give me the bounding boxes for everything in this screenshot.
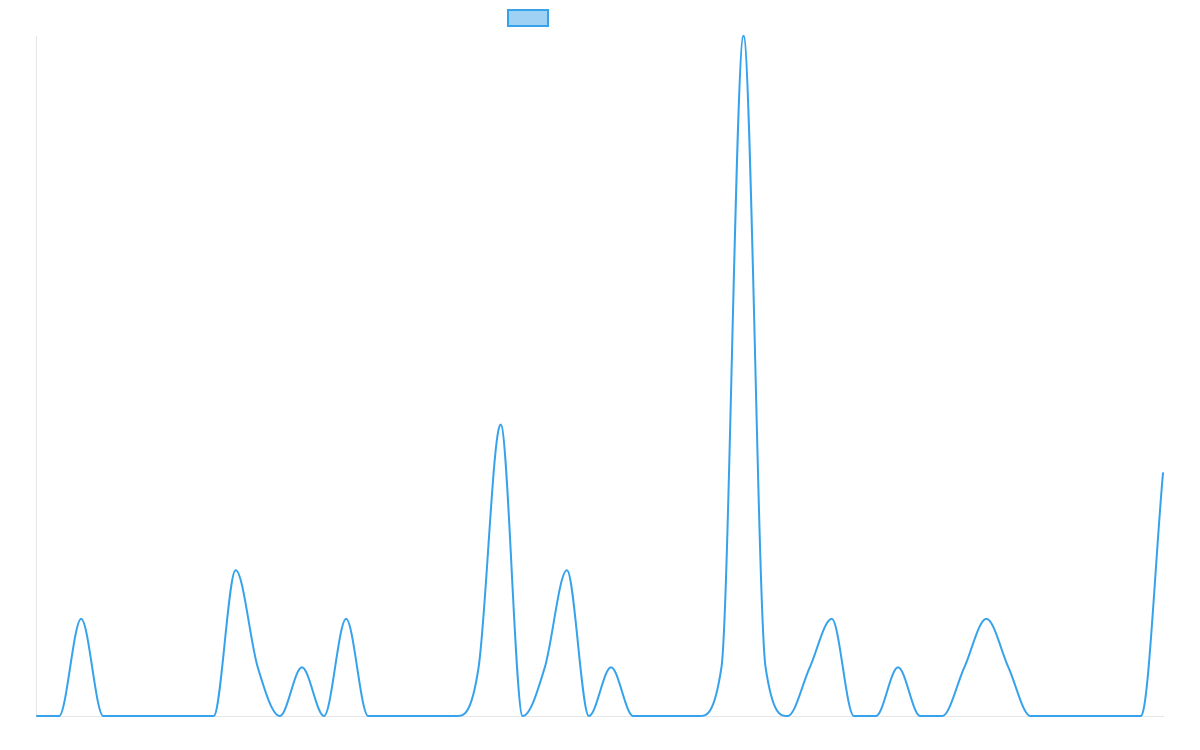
data-point[interactable]	[785, 713, 791, 719]
data-point[interactable]	[100, 713, 106, 719]
data-point[interactable]	[277, 713, 283, 719]
data-point[interactable]	[1094, 713, 1100, 719]
data-point[interactable]	[1005, 664, 1011, 670]
data-point[interactable]	[608, 664, 614, 670]
data-point[interactable]	[189, 713, 195, 719]
data-point[interactable]	[365, 713, 371, 719]
data-point[interactable]	[1050, 713, 1056, 719]
data-point[interactable]	[586, 713, 592, 719]
data-point[interactable]	[520, 713, 526, 719]
legend[interactable]	[507, 9, 549, 27]
data-point[interactable]	[387, 713, 393, 719]
data-point[interactable]	[895, 664, 901, 670]
data-point[interactable]	[343, 616, 349, 622]
data-point[interactable]	[763, 664, 769, 670]
data-point[interactable]	[741, 33, 747, 39]
data-point[interactable]	[1160, 470, 1166, 476]
data-point[interactable]	[1138, 713, 1144, 719]
series-group	[36, 35, 1164, 717]
data-point[interactable]	[873, 713, 879, 719]
data-point[interactable]	[233, 567, 239, 573]
legend-swatch[interactable]	[507, 9, 549, 27]
data-point[interactable]	[652, 713, 658, 719]
data-points	[34, 33, 1166, 719]
data-point[interactable]	[476, 664, 482, 670]
data-point[interactable]	[255, 664, 261, 670]
data-point[interactable]	[144, 713, 150, 719]
data-point[interactable]	[431, 713, 437, 719]
data-point[interactable]	[1072, 713, 1078, 719]
data-point[interactable]	[961, 664, 967, 670]
data-point[interactable]	[56, 713, 62, 719]
data-point[interactable]	[211, 713, 217, 719]
data-point[interactable]	[807, 664, 813, 670]
data-point[interactable]	[78, 616, 84, 622]
data-point[interactable]	[939, 713, 945, 719]
data-point[interactable]	[498, 422, 504, 428]
data-point[interactable]	[122, 713, 128, 719]
data-point[interactable]	[321, 713, 327, 719]
data-point[interactable]	[34, 713, 40, 719]
data-point[interactable]	[851, 713, 857, 719]
data-point[interactable]	[983, 616, 989, 622]
data-point[interactable]	[674, 713, 680, 719]
data-point[interactable]	[1028, 713, 1034, 719]
data-point[interactable]	[1116, 713, 1122, 719]
data-point[interactable]	[299, 664, 305, 670]
data-point[interactable]	[166, 713, 172, 719]
data-point[interactable]	[917, 713, 923, 719]
data-point[interactable]	[542, 664, 548, 670]
data-point[interactable]	[630, 713, 636, 719]
data-point[interactable]	[829, 616, 835, 622]
data-point[interactable]	[564, 567, 570, 573]
series-line-0	[36, 35, 1164, 717]
data-point[interactable]	[718, 664, 724, 670]
data-point[interactable]	[696, 713, 702, 719]
data-point[interactable]	[453, 713, 459, 719]
data-point[interactable]	[409, 713, 415, 719]
